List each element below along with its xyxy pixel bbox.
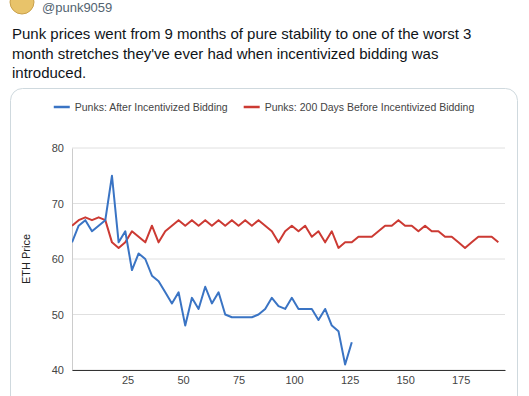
x-tick-label: 125: [341, 374, 359, 386]
x-tick-label: 175: [452, 374, 470, 386]
legend-label: Punks: After Incentivized Bidding: [75, 101, 228, 113]
y-axis: 40 50 60 70 80: [52, 142, 73, 376]
handle: @punk9059: [42, 0, 112, 15]
y-tick: 50: [52, 309, 72, 321]
legend-item: Punks: 200 Days Before Incentivized Bidd…: [244, 101, 475, 113]
grid-line: [72, 370, 505, 371]
x-tick-label: 75: [233, 374, 245, 386]
x-tick-label: 25: [122, 374, 134, 386]
x-axis: 25 50 75 100 125 150 175: [73, 370, 506, 386]
tweet-text: introduced.: [12, 64, 86, 81]
x-tick-label: 100: [285, 374, 303, 386]
x-tick: 100: [285, 370, 303, 386]
y-tick-label: 60: [52, 253, 64, 265]
x-axis-line: [73, 370, 506, 371]
x-tick: 50: [177, 370, 189, 386]
tweet-text: month stretches they've ever had when in…: [12, 45, 438, 62]
grid-line: [72, 148, 505, 149]
y-axis-title: ETH Price: [20, 234, 32, 284]
page: @punk9059 Punk prices went from 9 months …: [0, 0, 529, 396]
chart-card: [11, 89, 518, 396]
grid-line: [72, 314, 505, 315]
series-line: [72, 176, 352, 365]
y-tick: 40: [52, 364, 72, 376]
legend-swatch: [54, 106, 70, 109]
y-tick-label: 80: [52, 142, 64, 154]
x-tick-label: 150: [396, 374, 414, 386]
legend-swatch: [244, 106, 260, 109]
x-tick: 150: [396, 370, 414, 386]
y-tick-label: 70: [52, 198, 64, 210]
x-tick: 75: [233, 370, 245, 386]
plot-area: [72, 176, 498, 365]
y-tick: 80: [52, 142, 72, 154]
legend-label: Punks: 200 Days Before Incentivized Bidd…: [265, 101, 475, 113]
x-tick: 125: [341, 370, 359, 386]
grid: [72, 148, 505, 370]
series-line: [72, 217, 498, 248]
legend: Punks: After Incentivized Bidding Punks: …: [54, 101, 475, 113]
x-tick: 175: [452, 370, 470, 386]
y-axis-line: [72, 149, 73, 371]
x-tick: 25: [122, 370, 134, 386]
avatar: [10, 0, 34, 14]
tweet-text: Punk prices went from 9 months of pure s…: [12, 25, 471, 42]
y-tick-label: 50: [52, 309, 64, 321]
y-tick: 60: [52, 253, 72, 265]
legend-item: Punks: After Incentivized Bidding: [54, 101, 228, 113]
grid-line: [72, 203, 505, 204]
y-tick-label: 40: [52, 364, 64, 376]
x-tick-label: 50: [177, 374, 189, 386]
y-tick: 70: [52, 198, 72, 210]
